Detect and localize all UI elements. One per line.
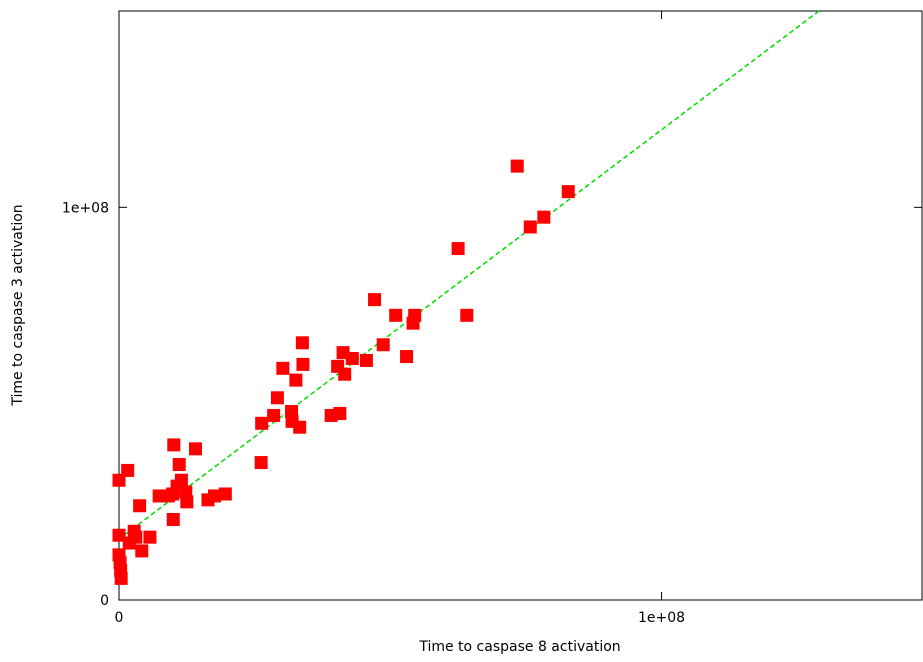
data-point [523,220,537,234]
data-point [451,242,465,256]
data-point [270,391,284,405]
data-point [368,293,382,307]
data-point [112,473,126,487]
data-point [179,485,193,499]
fit-line [118,10,820,540]
data-point [121,463,135,477]
data-point [172,458,186,472]
x-tick-label: 0 [115,610,124,626]
data-point [296,357,310,371]
data-point [293,420,307,434]
data-point [135,544,149,558]
fit-line-group [118,10,820,540]
data-point [207,489,221,503]
data-point [180,495,194,509]
data-point [143,530,157,544]
data-point [400,350,414,364]
data-point [174,473,188,487]
data-point [376,338,390,352]
data-point [389,308,403,322]
y-tick-label: 1e+08 [62,200,109,216]
plot-frame [118,10,923,601]
data-point [133,499,147,513]
data-point [267,408,281,422]
data-point [289,373,303,387]
data-point [167,438,181,452]
x-axis-label: Time to caspase 8 activation [418,639,620,655]
data-point [460,308,474,322]
data-point [166,513,180,527]
data-point [338,367,352,381]
data-point [112,528,126,542]
data-point [114,571,128,585]
data-points [112,159,575,585]
data-point [129,530,143,544]
y-tick-label: 0 [100,593,109,609]
data-point [218,487,232,501]
data-point [345,352,359,366]
data-point [189,442,203,456]
data-point [333,406,347,420]
data-point [295,336,309,350]
data-point [510,159,524,173]
data-point [408,308,422,322]
data-point [537,210,551,224]
data-point [254,456,268,470]
data-point [255,416,269,430]
data-point [276,361,290,375]
y-axis-label: Time to caspase 3 activation [10,204,26,406]
axis-ticks: 0 1e+08 0 1e+08 [62,11,922,626]
data-point [285,405,299,419]
x-tick-label: 1e+08 [638,610,685,626]
data-point [359,353,373,367]
data-point [561,185,575,199]
